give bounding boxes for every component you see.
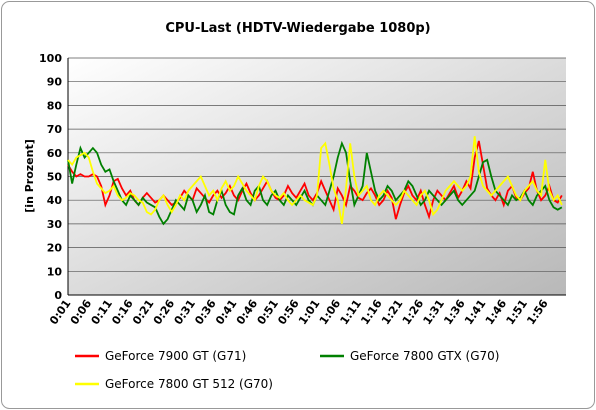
y-tick-label: 90 bbox=[47, 76, 63, 89]
legend-label: GeForce 7900 GT (G71) bbox=[105, 349, 246, 363]
y-tick-label: 60 bbox=[47, 147, 63, 160]
legend-label: GeForce 7800 GT 512 (G70) bbox=[105, 377, 273, 391]
y-axis-label: [in Prozent] bbox=[23, 139, 36, 212]
y-tick-label: 100 bbox=[39, 52, 62, 65]
series-line bbox=[67, 140, 563, 220]
y-tick-label: 50 bbox=[47, 171, 63, 184]
y-tick-label: 0 bbox=[54, 289, 62, 302]
y-tick-label: 70 bbox=[47, 123, 63, 136]
y-tick-label: 30 bbox=[47, 218, 63, 231]
legend-label: GeForce 7800 GTX (G70) bbox=[350, 349, 499, 363]
series-line bbox=[67, 136, 563, 225]
y-tick-label: 80 bbox=[47, 99, 63, 112]
y-tick-label: 20 bbox=[47, 242, 63, 255]
y-tick-label: 10 bbox=[47, 265, 63, 278]
y-tick-label: 40 bbox=[47, 194, 63, 207]
chart-title: CPU-Last (HDTV-Wiedergabe 1080p) bbox=[165, 21, 430, 36]
